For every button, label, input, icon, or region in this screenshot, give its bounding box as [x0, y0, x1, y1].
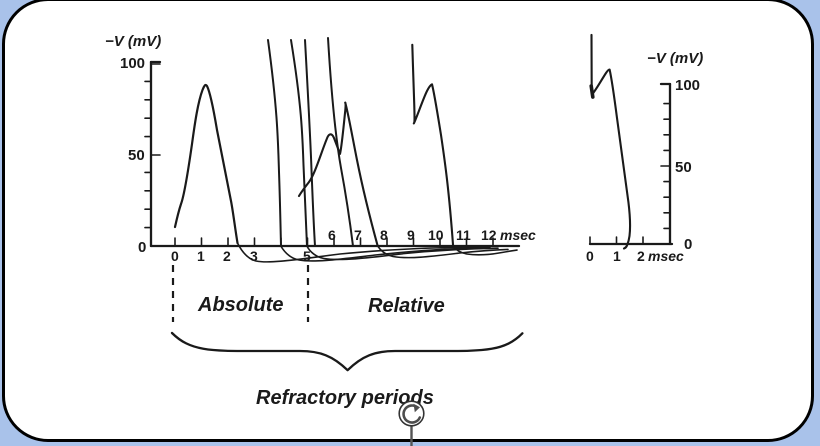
svg-text:2: 2 — [223, 248, 231, 264]
svg-text:50: 50 — [675, 159, 692, 176]
svg-text:10: 10 — [428, 227, 444, 243]
svg-text:7: 7 — [354, 227, 362, 243]
svg-text:Absolute: Absolute — [197, 294, 284, 316]
svg-text:12: 12 — [481, 227, 497, 243]
svg-text:0: 0 — [684, 236, 692, 253]
svg-text:0: 0 — [171, 248, 179, 264]
svg-text:8: 8 — [380, 227, 388, 243]
svg-text:3: 3 — [250, 248, 258, 264]
svg-text:Relative: Relative — [368, 295, 445, 317]
svg-text:11: 11 — [456, 227, 471, 243]
svg-text:−V (mV): −V (mV) — [647, 50, 703, 67]
svg-text:100: 100 — [120, 55, 145, 72]
svg-text:−V (mV): −V (mV) — [105, 33, 161, 50]
svg-text:100: 100 — [675, 77, 700, 94]
svg-text:6: 6 — [328, 227, 336, 243]
svg-text:msec: msec — [648, 248, 684, 264]
svg-text:1: 1 — [197, 248, 205, 264]
svg-text:0: 0 — [586, 248, 594, 264]
svg-text:9: 9 — [407, 227, 415, 243]
svg-text:msec: msec — [500, 227, 536, 243]
svg-text:50: 50 — [128, 147, 145, 164]
svg-text:2: 2 — [637, 248, 645, 264]
svg-text:1: 1 — [613, 248, 621, 264]
svg-text:0: 0 — [138, 239, 146, 256]
svg-text:5: 5 — [303, 248, 311, 264]
